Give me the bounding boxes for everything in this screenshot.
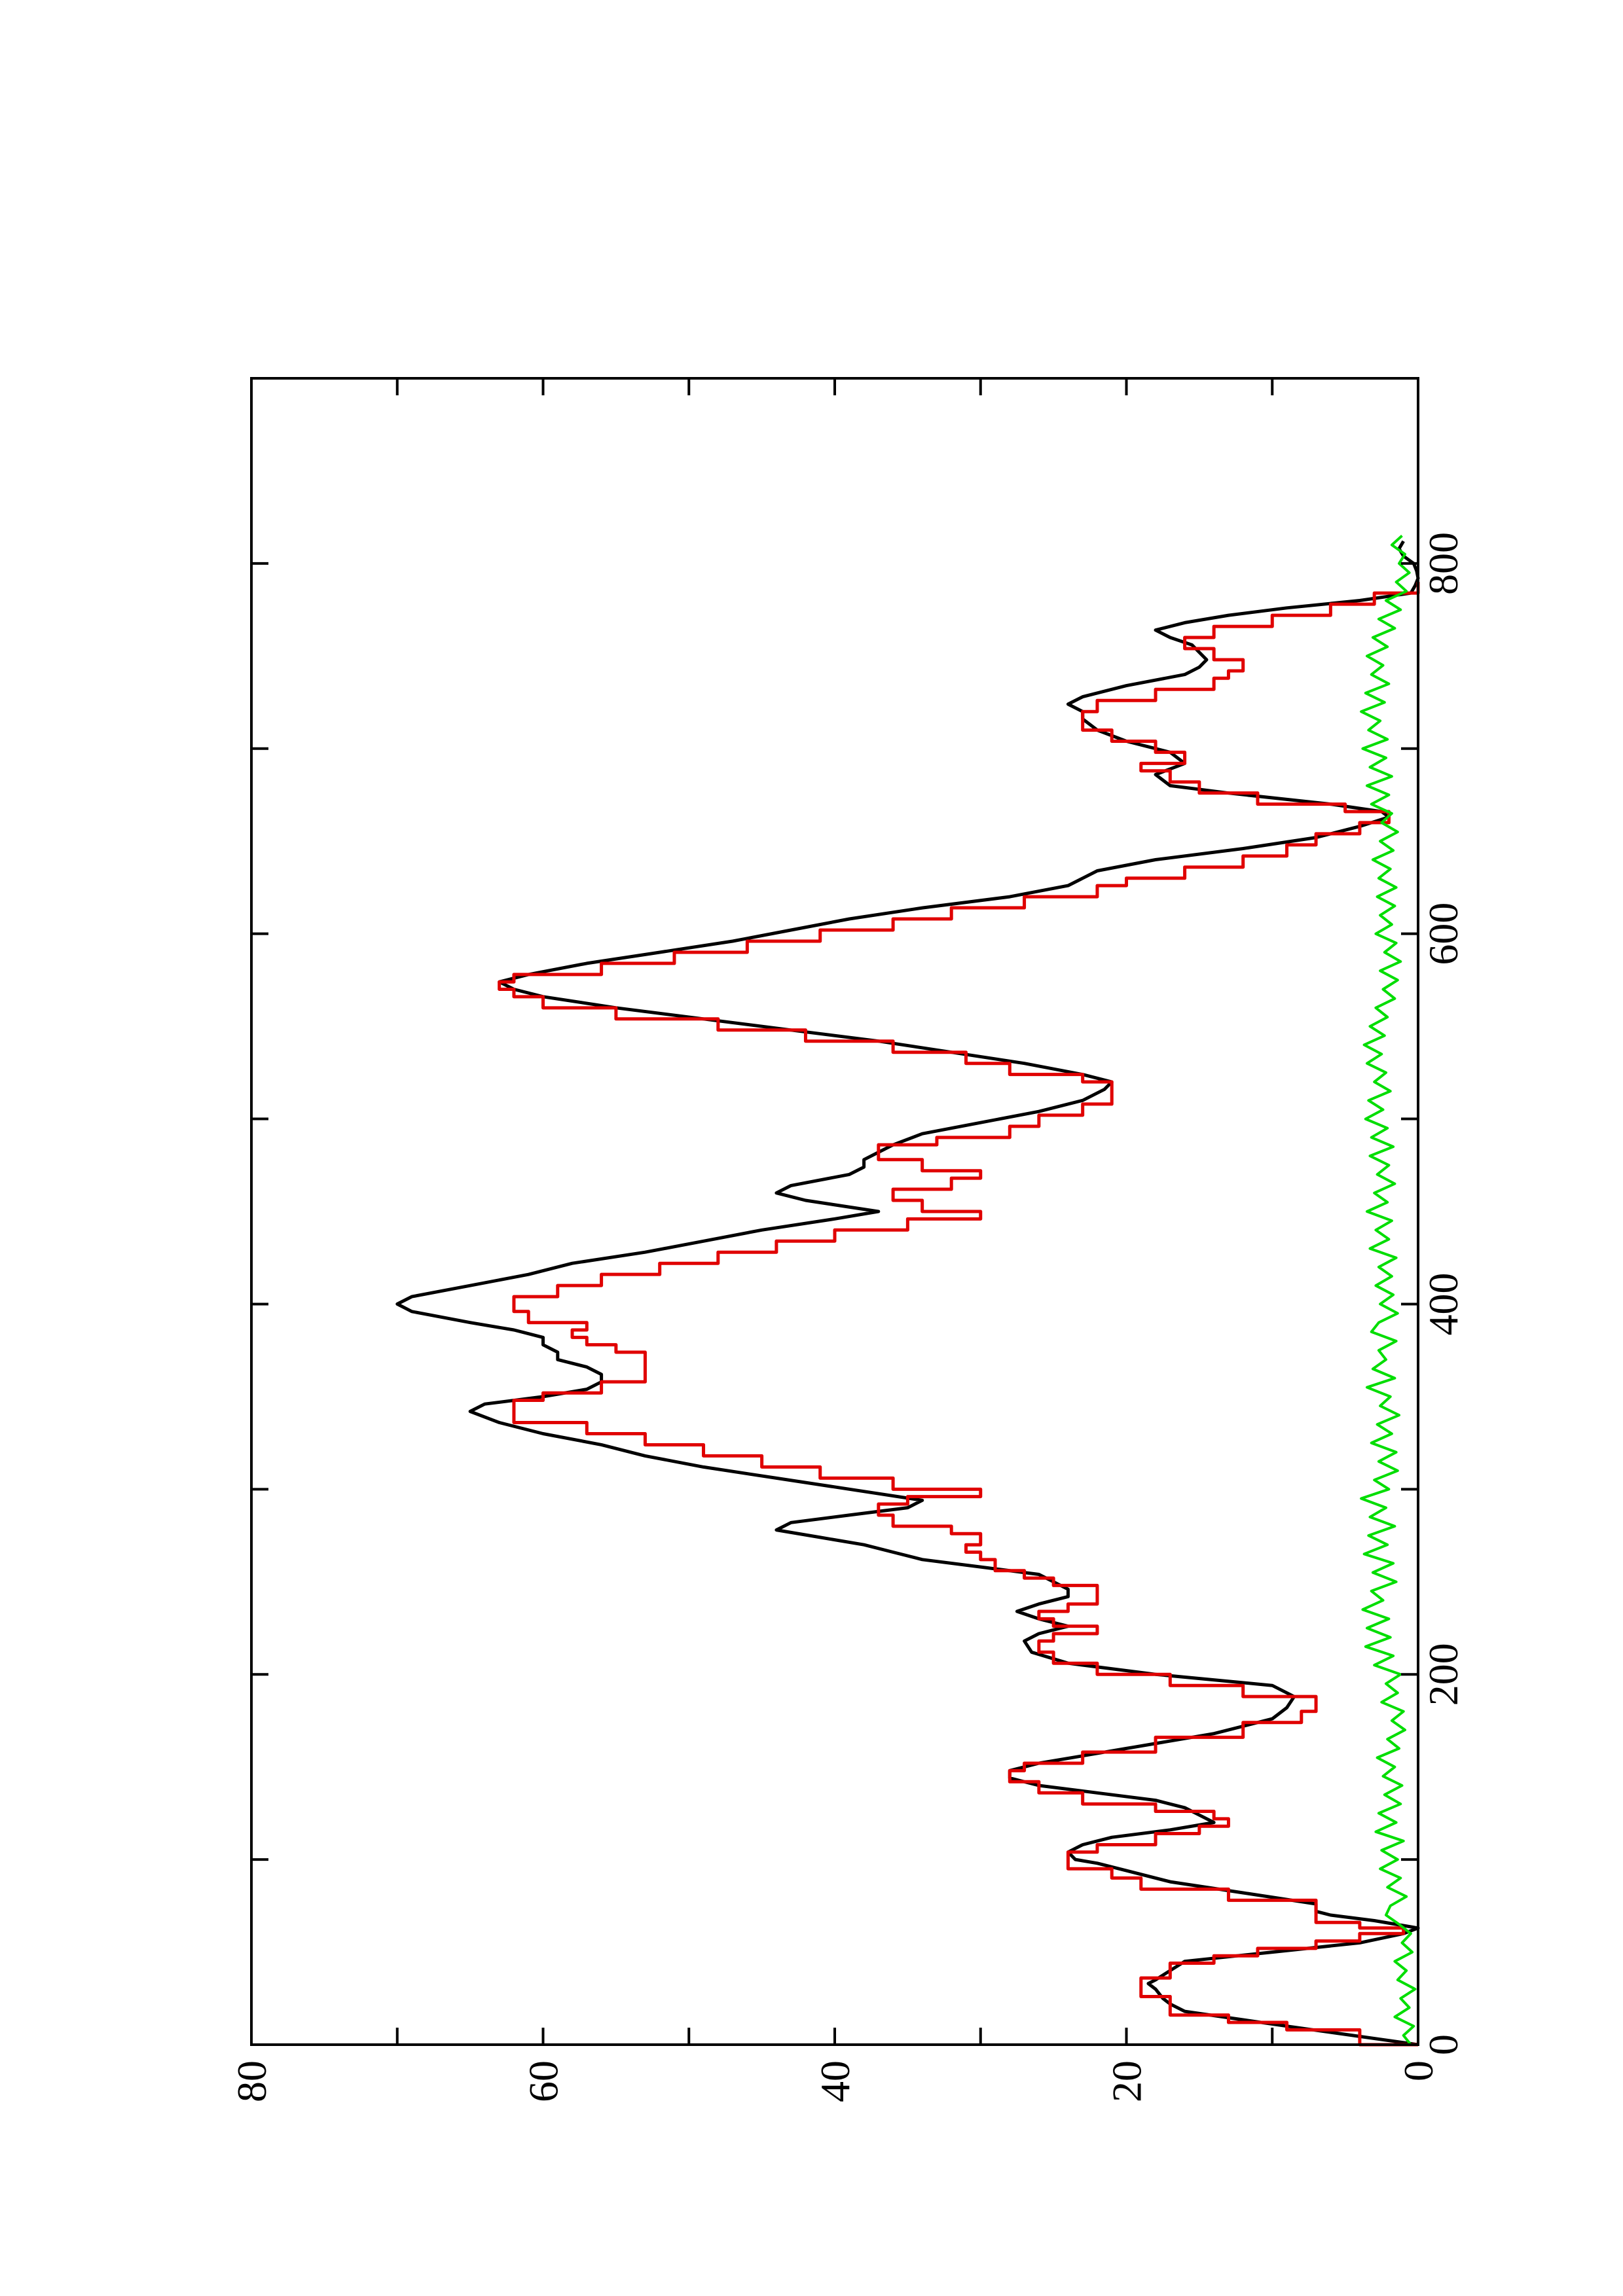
- series-line-3: [1360, 535, 1417, 2046]
- x-tick-label: 800: [1420, 532, 1467, 595]
- x-tick-label: 200: [1420, 1643, 1467, 1706]
- tick-labels: 0 200 400 600 800 0 20 40 60 80: [228, 532, 1467, 2102]
- series-line-1: [395, 540, 1420, 2047]
- x-tick-label: 0: [1420, 2034, 1467, 2055]
- y-tick-label: 40: [812, 2060, 858, 2102]
- y-tick-label: 0: [1395, 2060, 1442, 2081]
- x-tick-label: 600: [1420, 903, 1467, 965]
- plot-frame: [250, 377, 1419, 2046]
- y-tick-label: 60: [520, 2060, 567, 2102]
- y-tick-label: 20: [1104, 2060, 1150, 2102]
- axis-ticks: [251, 378, 1418, 2045]
- series-line-2: [498, 582, 1420, 2047]
- x-tick-label: 400: [1420, 1272, 1467, 1335]
- y-tick-label: 80: [228, 2060, 275, 2102]
- plot-area: [395, 535, 1420, 2047]
